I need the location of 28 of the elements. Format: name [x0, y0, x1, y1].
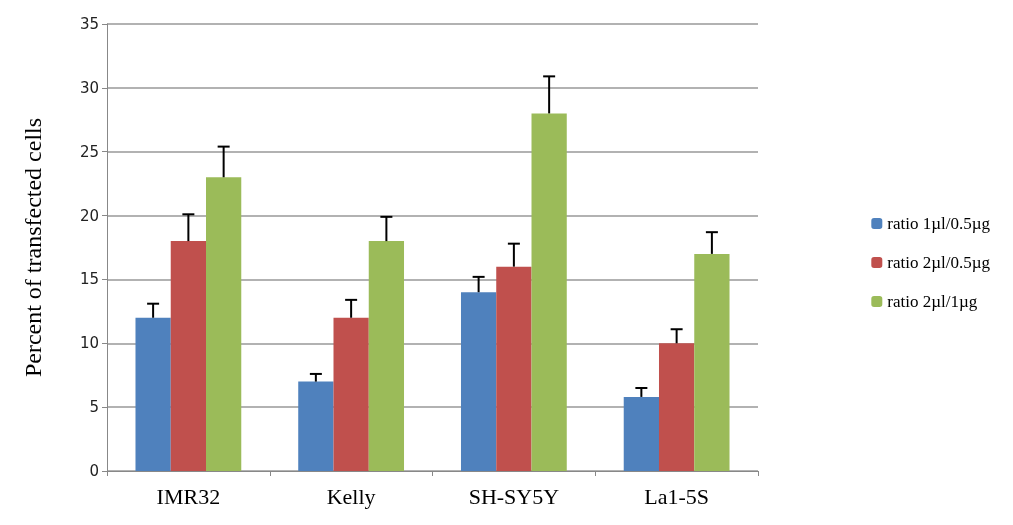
y-tick-label: 0: [89, 462, 99, 480]
y-tick-label: 30: [79, 78, 99, 97]
bar: [531, 113, 567, 471]
bar: [658, 343, 695, 471]
legend-label: ratio 2µl/0.5µg: [887, 253, 991, 272]
y-tick-label: 20: [79, 206, 99, 225]
bar: [694, 253, 730, 471]
bar: [496, 266, 532, 471]
x-tick-label: IMR32: [156, 483, 221, 509]
x-tick-label: SH-SY5Y: [468, 483, 560, 509]
y-tick-label: 15: [79, 270, 99, 289]
legend-label: ratio 1µl/0.5µg: [887, 214, 991, 233]
bar: [368, 241, 405, 471]
y-tick-label: 5: [89, 398, 99, 417]
bar: [623, 396, 659, 471]
bar: [460, 292, 497, 471]
bar: [333, 317, 369, 471]
bar: [135, 317, 171, 471]
bar: [170, 241, 207, 471]
y-tick-label: 35: [79, 15, 99, 33]
y-tick-label: 10: [79, 334, 99, 353]
x-tick-label: La1-5S: [644, 483, 710, 509]
y-tick-label: 25: [79, 142, 99, 161]
bar: [206, 177, 242, 471]
x-tick-label: Kelly: [326, 483, 376, 509]
legend-label: ratio 2µl/1µg: [887, 292, 978, 311]
y-axis-title: Percent of transfected cells: [20, 117, 46, 378]
bar: [298, 381, 334, 471]
